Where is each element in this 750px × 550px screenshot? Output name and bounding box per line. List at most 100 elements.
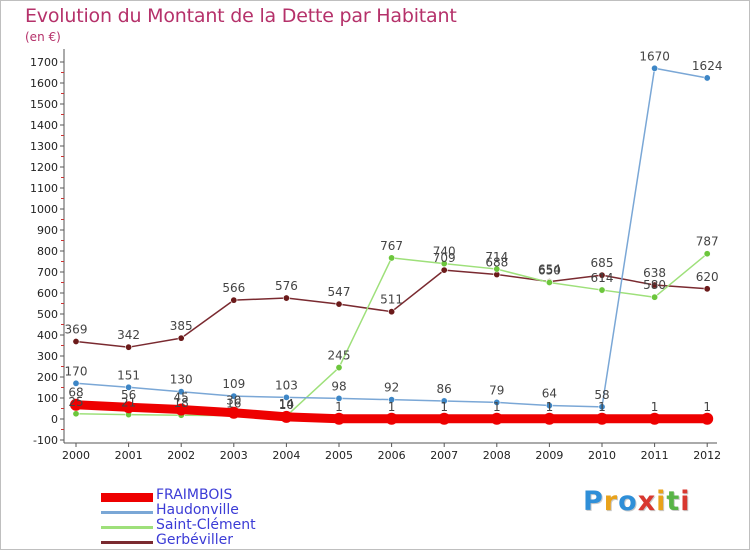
data-label: 151 [117,368,140,382]
data-label: 1 [335,400,343,414]
data-point [545,278,553,286]
data-point [703,74,711,82]
x-tick-label: 2006 [378,449,406,462]
data-point [70,398,82,411]
data-label: 650 [538,264,561,278]
data-label: 130 [170,373,193,387]
data-label: 1 [493,400,501,414]
data-point [282,393,290,401]
x-tick-label: 2012 [693,449,721,462]
data-point [543,412,556,425]
data-label: 103 [275,378,298,392]
data-point [440,260,448,268]
legend-label: Gerbéviller [156,532,234,548]
data-point [545,402,553,410]
legend-swatch [101,492,153,502]
x-tick-label: 2005 [325,449,353,462]
data-point [280,410,293,423]
data-label: 98 [331,379,346,393]
x-tick-label: 2003 [220,449,248,462]
data-point [440,266,448,274]
data-point [177,334,185,342]
y-tick-label: 600 [37,287,58,300]
data-point [648,412,661,425]
data-point [230,392,238,400]
data-label: 1 [598,400,606,414]
logo-letter: x [637,486,657,517]
data-label: 385 [170,319,193,333]
y-tick-label: 1100 [30,182,58,195]
data-label: 14 [279,397,294,411]
x-tick-label: 2001 [115,449,143,462]
chart-unit-label: (en €) [25,30,61,44]
data-point [651,281,659,289]
data-point [388,396,396,404]
data-point [703,250,711,258]
x-tick-label: 2004 [272,449,300,462]
series-line-haudonville [75,67,708,408]
data-label: 638 [643,266,666,280]
data-label: 30 [226,394,241,408]
data-point [388,308,396,316]
data-label: 580 [643,278,666,292]
data-label: 342 [117,328,140,342]
y-tick-label: 700 [37,266,58,279]
data-label: 614 [591,271,614,285]
y-tick-label: 400 [37,329,58,342]
logo-letter: o [618,486,638,517]
data-point [122,401,135,414]
data-point [72,379,80,387]
data-point [335,364,343,372]
data-label: 709 [433,251,456,265]
legend-label: Saint-Clément [156,517,256,533]
data-point [596,412,608,425]
y-tick-label: 1300 [30,140,58,153]
y-tick-label: 1000 [30,203,58,216]
data-label: 1 [440,400,448,414]
data-point [335,394,343,402]
data-label: 245 [328,349,351,363]
y-tick-label: 200 [37,371,58,384]
y-tick-label: 100 [37,392,58,405]
data-label: 654 [538,263,561,277]
legend-label: FRAIMBOIS [156,487,233,503]
data-label: 58 [594,388,609,402]
logo-letter: i [656,486,667,517]
y-tick-label: 0 [51,413,58,426]
y-tick-label: 1600 [30,77,58,90]
data-label: 767 [380,239,403,253]
data-point [598,286,606,294]
y-tick-label: 500 [37,308,58,321]
legend-swatch [101,510,153,514]
data-label: 787 [696,235,719,249]
data-point [598,403,606,411]
data-label: 25 [68,395,83,409]
y-tick-label: 900 [37,224,58,237]
data-labels: 369 342 385 566 576 547 511 709 688 654 685 638 620 2… [65,49,723,413]
y-tick-label: -100 [33,434,58,447]
data-label: 1 [703,400,711,414]
x-tick-label: 2008 [483,449,511,462]
data-label: 576 [275,279,298,293]
data-label: 92 [384,381,399,395]
legend-swatch [101,540,153,544]
data-point [335,300,343,308]
data-point [72,338,80,346]
chart-title: Evolution du Montant de la Dette par Hab… [25,5,457,27]
data-label: 547 [328,285,351,299]
legend-swatch [101,525,153,529]
y-tick-label: 300 [37,350,58,363]
data-label: 1 [546,400,554,414]
data-label: 369 [65,323,88,337]
legend-label: Haudonville [156,502,239,518]
data-point [72,410,80,418]
logo-letter: i [680,486,691,517]
data-point [125,343,133,351]
data-point [388,254,396,262]
data-point [598,271,606,279]
data-point [385,412,398,425]
logo-letter: P [583,486,604,517]
data-label: 21 [121,396,136,410]
logo-letter: t [666,486,681,517]
